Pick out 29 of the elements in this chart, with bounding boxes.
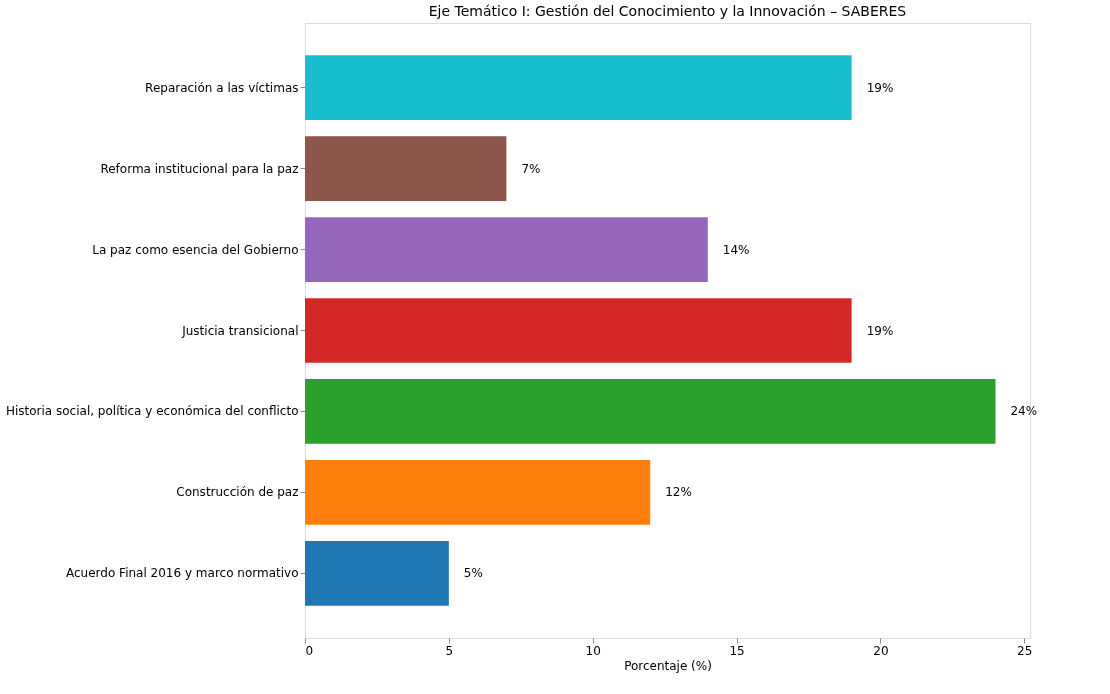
x-axis-title: Porcentaje (%) [624,658,712,673]
data-label: 19% [866,80,894,95]
bar [305,55,852,121]
bar [305,298,852,363]
x-tick-label: 10 [585,643,601,658]
y-tick-label: Reparación a las víctimas [145,80,299,95]
x-tick-label: 5 [445,643,454,658]
y-tick-label: Acuerdo Final 2016 y marco normativo [66,566,299,581]
x-tick-label: 25 [1017,643,1033,658]
bar [305,217,708,282]
y-tick-label: Historia social, política y económica del conflicto [5,404,299,419]
x-tick-label: 20 [873,643,889,658]
data-label: 14% [722,242,750,257]
data-label: 24% [1010,404,1038,419]
y-tick-label: Reforma institucional para la paz [100,161,299,176]
data-label: 19% [866,323,894,338]
bar [305,136,507,202]
y-tick-label: La paz como esencia del Gobierno [92,242,299,257]
bar [305,540,449,606]
data-label: 12% [665,485,692,500]
x-tick-label: 15 [729,643,745,658]
bar [305,459,651,525]
data-label: 5% [463,566,483,581]
y-tick-label: Construcción de paz [176,485,299,500]
data-label: 7% [521,161,541,176]
bar [305,379,996,444]
y-tick-label: Justicia transicional [181,323,299,338]
chart-title: Eje Temático I: Gestión del Conocimiento y la Innovación – SABERES [428,3,907,19]
x-tick-label: 0 [305,643,314,658]
